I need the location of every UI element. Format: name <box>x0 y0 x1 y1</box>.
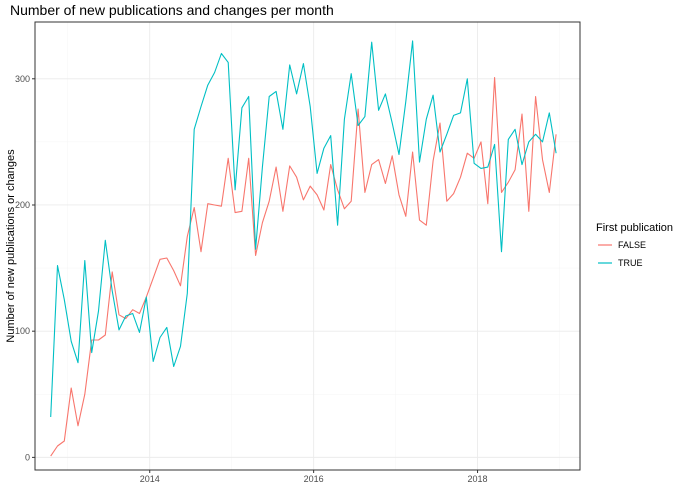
series-lines <box>50 40 557 457</box>
y-tick-label: 300 <box>15 74 30 84</box>
plot-panel-border <box>34 21 581 471</box>
grid-lines <box>35 22 580 470</box>
legend-items: FALSE TRUE <box>598 240 646 268</box>
chart-title: Number of new publications and changes p… <box>10 2 334 18</box>
y-tick-label: 0 <box>25 452 30 462</box>
y-tick-label: 100 <box>15 326 30 336</box>
legend-title: First publication <box>596 222 673 234</box>
y-tick-label: 200 <box>15 200 30 210</box>
x-tick-label: 2018 <box>468 474 488 484</box>
legend-label-false: FALSE <box>618 240 646 250</box>
x-tick-label: 2016 <box>304 474 324 484</box>
x-tick-label: 2014 <box>140 474 160 484</box>
series-line-false <box>50 76 557 457</box>
legend: First publication FALSE TRUE <box>596 222 673 268</box>
series-line-true <box>50 40 557 418</box>
legend-label-true: TRUE <box>618 258 643 268</box>
axes: 0 100 200 300 2014 2016 2018 <box>15 74 488 484</box>
y-axis-title: Number of new publications or changes <box>5 149 17 343</box>
